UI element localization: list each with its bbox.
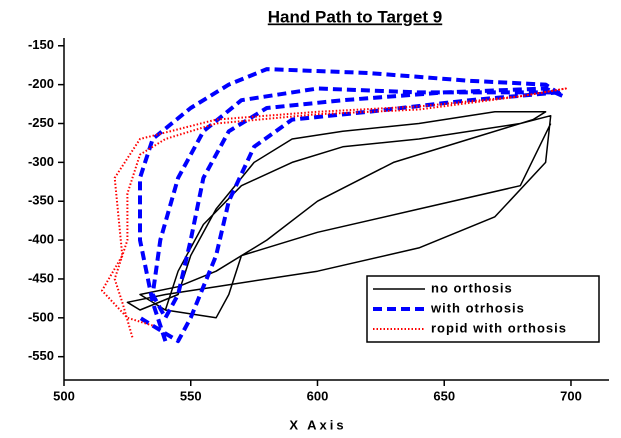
y-tick-label: -500 bbox=[28, 309, 54, 324]
series-line bbox=[126, 111, 552, 319]
x-tick-label: 500 bbox=[53, 388, 75, 403]
x-tick-label: 600 bbox=[307, 388, 329, 403]
y-tick-label: -300 bbox=[28, 154, 54, 169]
x-tick-label: 550 bbox=[180, 388, 202, 403]
legend-label: with otrhosis bbox=[430, 300, 525, 315]
y-tick-label: -200 bbox=[28, 76, 54, 91]
chart-title: Hand Path to Target 9 bbox=[268, 7, 442, 26]
legend-label: ropid with orthosis bbox=[431, 320, 567, 335]
x-tick-label: 700 bbox=[560, 388, 582, 403]
y-tick-label: -350 bbox=[28, 193, 54, 208]
y-tick-label: -400 bbox=[28, 232, 54, 247]
y-tick-label: -550 bbox=[28, 348, 54, 363]
y-tick-label: -250 bbox=[28, 115, 54, 130]
y-tick-label: -150 bbox=[28, 37, 54, 52]
legend-label: no orthosis bbox=[431, 280, 513, 295]
y-tick-label: -450 bbox=[28, 270, 54, 285]
x-tick-label: 650 bbox=[433, 388, 455, 403]
x-axis-label: X Axis bbox=[289, 417, 346, 432]
